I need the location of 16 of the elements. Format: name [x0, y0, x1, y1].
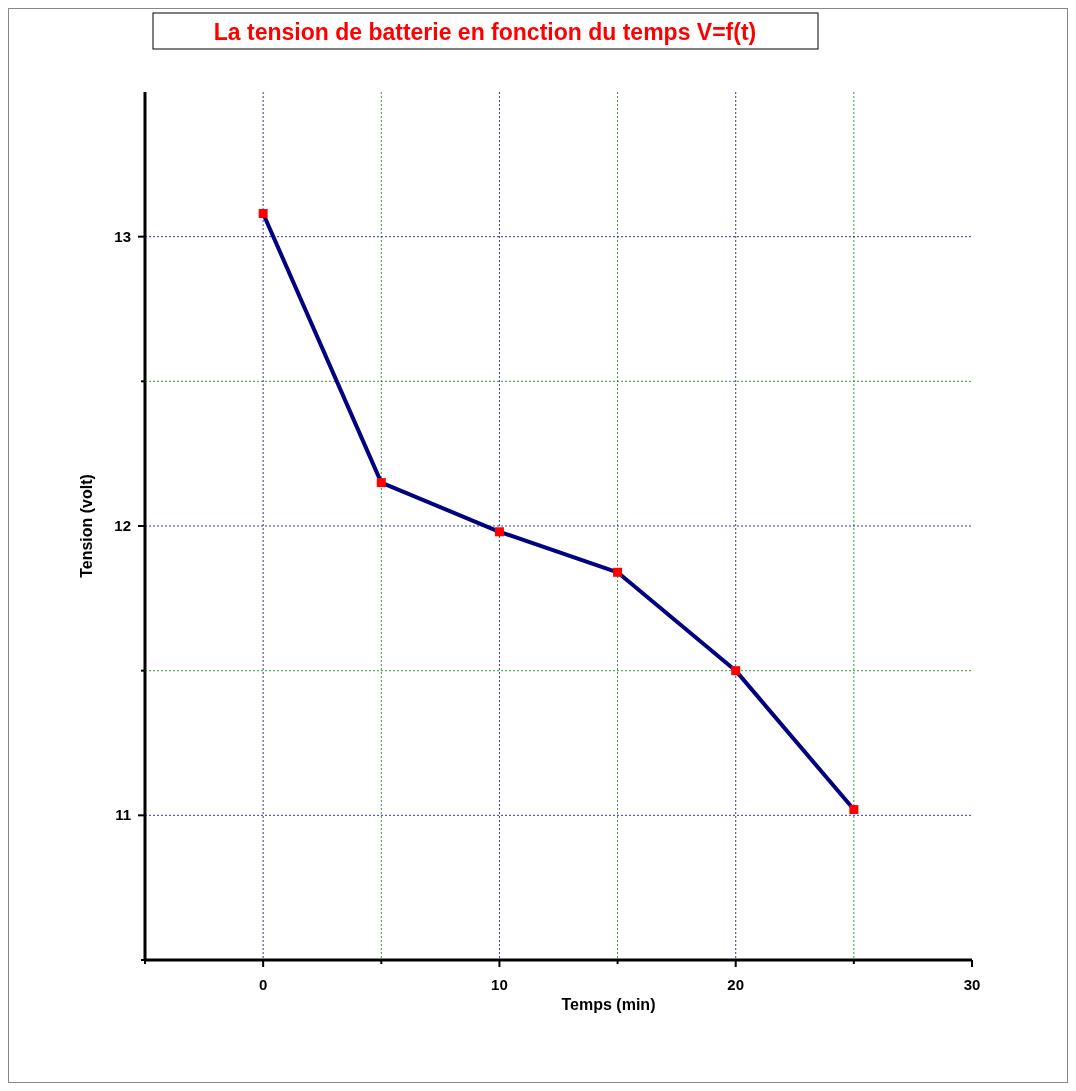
point [376, 478, 386, 488]
y-axis-title: Tension (volt) [78, 474, 95, 578]
point [849, 805, 859, 815]
x-tick-label: 10 [491, 976, 508, 993]
x-axis-title: Temps (min) [561, 996, 656, 1013]
chart-title: La tension de batterie en fonction du temps V=f(t) [213, 19, 757, 45]
y-tick-label: 11 [115, 806, 131, 824]
x-tick-label: 20 [727, 976, 745, 993]
x-tick-label: 30 [963, 976, 981, 993]
x-tick-label: 0 [258, 976, 268, 993]
point [731, 666, 741, 676]
point [494, 527, 504, 537]
y-tick-label: 13 [114, 227, 131, 245]
point [258, 209, 268, 219]
y-tick-label: 12 [114, 517, 131, 534]
point [613, 567, 623, 577]
